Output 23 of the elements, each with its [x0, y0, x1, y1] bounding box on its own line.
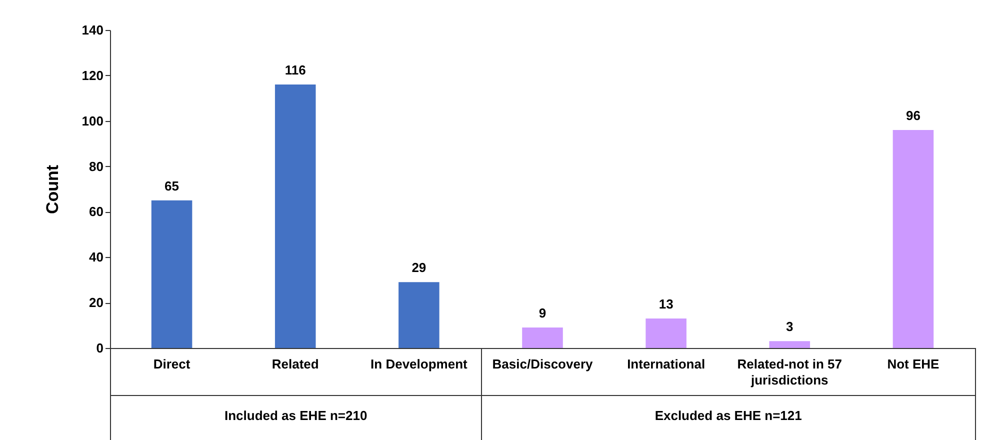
data-label: 13: [658, 296, 674, 312]
data-label: 3: [786, 319, 794, 334]
data-label: 29: [412, 260, 426, 276]
data-label: 65: [164, 178, 180, 194]
y-tick-label: 0: [96, 340, 104, 356]
y-axis-title: Count: [42, 164, 62, 214]
x-tick-label: International: [627, 356, 706, 372]
data-label: 96: [906, 108, 920, 123]
y-tick-label: 120: [82, 68, 104, 83]
x-tick-label: In Development: [370, 356, 468, 372]
x-tick-label: Related-not in 57 jurisdictions: [737, 356, 842, 388]
y-tick-label: 140: [82, 22, 104, 38]
y-tick-label: 40: [89, 250, 104, 265]
y-tick-label: 60: [89, 204, 104, 220]
y-tick-label: 80: [89, 158, 104, 174]
x-tick-label: Basic/Discovery: [492, 356, 594, 372]
data-label: 9: [538, 306, 546, 321]
x-tick-label: Related: [272, 356, 319, 372]
data-label: 116: [284, 62, 306, 78]
x-tick-label: Direct: [153, 356, 191, 372]
y-tick-label: 20: [89, 295, 104, 310]
y-tick-label: 100: [82, 113, 104, 128]
x-tick-label: Not EHE: [887, 356, 940, 372]
